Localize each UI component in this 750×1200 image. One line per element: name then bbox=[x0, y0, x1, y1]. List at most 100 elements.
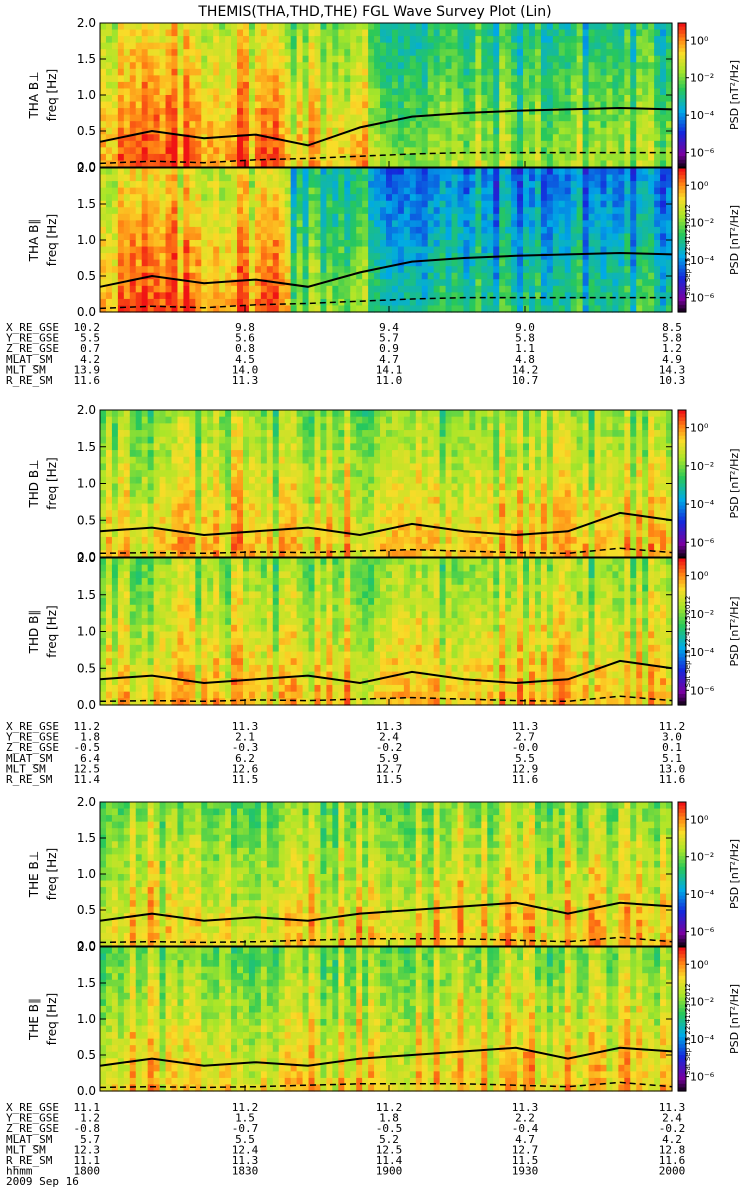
heat-cell bbox=[493, 194, 500, 202]
heat-cell bbox=[272, 305, 280, 313]
heat-cell bbox=[380, 253, 387, 261]
heat-cell bbox=[165, 436, 173, 445]
heat-cell bbox=[201, 42, 208, 50]
heat-cell bbox=[320, 285, 328, 293]
heat-cell bbox=[153, 246, 161, 254]
heat-cell bbox=[225, 187, 232, 195]
heat-cell bbox=[302, 42, 310, 50]
heat-cell bbox=[141, 292, 149, 300]
heat-cell bbox=[260, 266, 268, 274]
colorbar-cell bbox=[678, 116, 686, 121]
heat-cell bbox=[141, 450, 149, 458]
heat-cell bbox=[225, 410, 232, 418]
heat-cell bbox=[558, 29, 566, 37]
heat-cell bbox=[505, 75, 512, 83]
heat-cell bbox=[105, 36, 113, 44]
heat-cell bbox=[105, 29, 113, 37]
heat-cell bbox=[600, 226, 608, 235]
heat-cell bbox=[284, 253, 292, 261]
heat-cell bbox=[225, 463, 232, 471]
heat-cell bbox=[141, 108, 149, 116]
heat-cell bbox=[231, 187, 238, 195]
heat-cell bbox=[368, 259, 375, 267]
heat-cell bbox=[612, 23, 619, 31]
heat-cell bbox=[153, 55, 161, 63]
heat-cell bbox=[648, 246, 655, 254]
heat-cell bbox=[123, 292, 131, 300]
heat-cell bbox=[314, 29, 322, 37]
heat-cell bbox=[612, 29, 619, 37]
heat-cell bbox=[254, 42, 262, 50]
heat-cell bbox=[374, 187, 381, 195]
heat-cell bbox=[338, 207, 345, 215]
heat-cell bbox=[260, 147, 268, 155]
heat-cell bbox=[451, 160, 459, 168]
heat-cell bbox=[135, 430, 143, 438]
heat-cell bbox=[290, 108, 298, 116]
heat-cell bbox=[600, 68, 608, 76]
heat-cell bbox=[290, 285, 298, 293]
heat-cell bbox=[195, 416, 202, 424]
heat-cell bbox=[368, 226, 375, 235]
heat-cell bbox=[362, 168, 369, 176]
heat-cell bbox=[207, 430, 214, 438]
heat-cell bbox=[660, 160, 667, 168]
heat-cell bbox=[159, 81, 167, 90]
heat-cell bbox=[260, 200, 268, 208]
heat-cell bbox=[201, 95, 208, 103]
heat-cell bbox=[534, 153, 542, 162]
heat-cell bbox=[308, 207, 316, 215]
heat-cell bbox=[570, 285, 578, 293]
heat-cell bbox=[171, 108, 179, 116]
heat-cell bbox=[523, 168, 530, 176]
heat-cell bbox=[654, 75, 661, 83]
plot-title: THEMIS(THA,THD,THE) FGL Wave Survey Plot… bbox=[197, 4, 551, 20]
heat-cell bbox=[529, 305, 536, 313]
heat-cell bbox=[165, 121, 173, 129]
heat-cell bbox=[135, 127, 143, 135]
heat-cell bbox=[237, 174, 244, 182]
heat-cell bbox=[481, 42, 488, 50]
heat-cell bbox=[576, 140, 584, 148]
heat-cell bbox=[314, 168, 322, 176]
heat-cell bbox=[326, 42, 333, 50]
heat-cell bbox=[201, 490, 208, 498]
heat-cell bbox=[642, 62, 649, 70]
heat-cell bbox=[457, 127, 465, 135]
heat-cell bbox=[338, 253, 345, 261]
heat-cell bbox=[529, 200, 536, 208]
heat-cell bbox=[201, 503, 208, 511]
heat-cell bbox=[415, 127, 423, 135]
heat-cell bbox=[386, 259, 393, 267]
heat-cell bbox=[260, 101, 268, 109]
heat-cell bbox=[165, 147, 173, 155]
heat-cell bbox=[105, 416, 113, 424]
heat-cell bbox=[177, 456, 185, 465]
heat-cell bbox=[153, 253, 161, 261]
heat-cell bbox=[100, 62, 107, 70]
heat-cell bbox=[189, 62, 196, 70]
heat-cell bbox=[439, 253, 447, 261]
heat-cell bbox=[219, 62, 226, 70]
heat-cell bbox=[469, 240, 476, 248]
heat-cell bbox=[493, 220, 500, 228]
heat-cell bbox=[380, 174, 387, 182]
heat-cell bbox=[391, 75, 399, 83]
heat-cell bbox=[195, 516, 202, 525]
heat-cell bbox=[457, 285, 465, 293]
heat-cell bbox=[141, 49, 149, 57]
heat-cell bbox=[320, 29, 328, 37]
heat-cell bbox=[213, 233, 220, 241]
heat-cell bbox=[231, 272, 238, 280]
heat-cell bbox=[666, 266, 673, 274]
heat-cell bbox=[129, 62, 137, 70]
heat-cell bbox=[177, 42, 185, 50]
heat-cell bbox=[344, 174, 351, 182]
heat-cell bbox=[481, 226, 488, 235]
heat-cell bbox=[284, 226, 292, 235]
heat-cell bbox=[332, 95, 339, 103]
heat-cell bbox=[153, 516, 161, 525]
heat-cell bbox=[451, 108, 459, 116]
heat-cell bbox=[517, 240, 524, 248]
heat-cell bbox=[582, 114, 590, 122]
